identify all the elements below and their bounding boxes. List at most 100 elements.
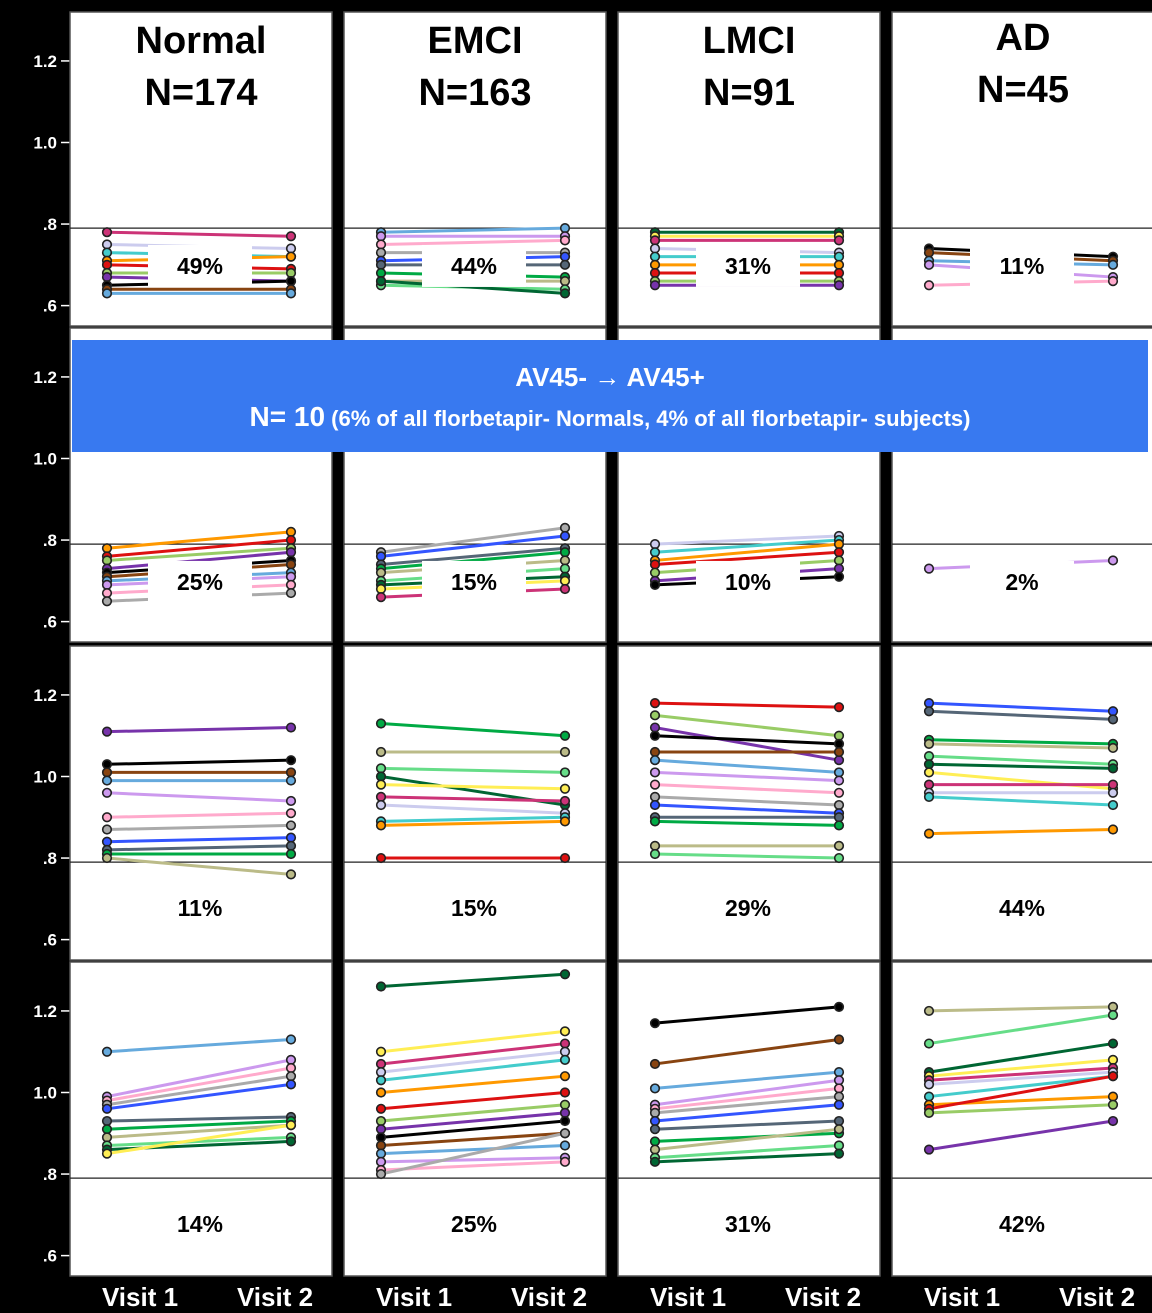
percent-box (422, 560, 526, 603)
visit2-point (285, 820, 297, 831)
series-line (654, 1037, 840, 1066)
visit2-point (285, 722, 297, 733)
visit2-point (833, 1099, 845, 1110)
visit2-point (559, 1115, 571, 1127)
subject-line (101, 526, 297, 554)
visit1-point (923, 1144, 935, 1155)
percent-label: 11% (178, 895, 223, 921)
visit1-point (923, 1079, 935, 1090)
visit1-point (649, 722, 661, 733)
series-line (654, 542, 840, 562)
series-line (380, 526, 566, 554)
subject-line (375, 718, 571, 741)
series-line (654, 1078, 840, 1107)
series-line (928, 738, 1114, 746)
subject-line (375, 1115, 571, 1143)
visit1-point (649, 1018, 661, 1029)
visit2-point (285, 1079, 297, 1090)
x-tick-label: Visit 2 (511, 1282, 587, 1312)
series-line (106, 1066, 292, 1103)
visit1-point (375, 1115, 387, 1127)
series-line (106, 546, 292, 562)
series-line (928, 1042, 1114, 1074)
subject-line (375, 1107, 571, 1135)
series-line (380, 1144, 566, 1156)
visit1-point (649, 259, 661, 270)
visit1-point (375, 779, 387, 790)
visit1-point (101, 787, 113, 798)
percent-label: 2% (1005, 569, 1038, 595)
y-tick-label: .6 (43, 931, 57, 950)
panel: 25% (343, 961, 607, 1277)
series-line (106, 530, 292, 550)
series-line (654, 734, 840, 746)
visit1-point (649, 1058, 661, 1070)
visit2-point (833, 746, 845, 758)
visit2-point (833, 235, 845, 246)
series-line (654, 534, 840, 546)
visit2-point (285, 288, 297, 299)
percent-label: 10% (725, 569, 771, 595)
visit2-point (559, 530, 571, 542)
visit1-point (649, 1144, 661, 1155)
visit1-point (649, 816, 661, 827)
visit2-point (559, 575, 571, 586)
visit1-point (101, 824, 113, 835)
visit1-point (375, 981, 387, 992)
visit1-point (101, 1124, 113, 1135)
visit1-point (923, 697, 935, 709)
visit2-point (833, 787, 845, 798)
visit1-point (375, 852, 387, 864)
series-line (654, 1005, 840, 1025)
visit1-point (375, 551, 387, 562)
series-line (928, 1058, 1114, 1078)
visit1-point (649, 1136, 661, 1147)
visit2-point (285, 767, 297, 778)
y-tick-label: 1.0 (33, 1083, 57, 1102)
visit2-point (559, 563, 571, 574)
visit2-point (285, 243, 297, 254)
x-tick-label: Visit 2 (1059, 1282, 1135, 1312)
series-line (380, 721, 566, 738)
series-line (380, 1058, 566, 1082)
group-title: AD (996, 17, 1051, 59)
panel: 11% AD N=45 (891, 11, 1152, 327)
subject-line (649, 746, 845, 758)
subject-line (375, 1071, 571, 1098)
visit2-point (1107, 824, 1119, 835)
series-line (380, 1074, 566, 1094)
percent-box (148, 244, 252, 287)
visit2-point (1107, 742, 1119, 754)
visit1-point (101, 596, 113, 607)
y-tick-label: 1.0 (33, 133, 57, 152)
series-line (654, 1086, 840, 1111)
panel: 44% (891, 645, 1152, 961)
visit2-point (833, 702, 845, 713)
group-n: N=174 (144, 72, 257, 114)
percent-box (696, 560, 800, 603)
series-line (654, 819, 840, 827)
visit2-point (559, 767, 571, 778)
series-line (106, 550, 292, 571)
series-line (654, 1070, 840, 1090)
visit2-point (285, 1071, 297, 1082)
visit1-point (649, 267, 661, 279)
panel: 49% Normal N=174 (69, 11, 333, 327)
series-line (106, 230, 292, 238)
visit2-point (833, 755, 845, 766)
visit1-point (649, 235, 661, 246)
subject-line (101, 767, 297, 778)
subject-line (101, 820, 297, 835)
y-tick-label: 1.0 (33, 449, 57, 468)
visit2-point (559, 1107, 571, 1118)
percent-label: 25% (451, 1211, 497, 1237)
subject-line (375, 530, 571, 562)
visit1-point (375, 718, 387, 729)
visit2-point (1107, 1009, 1119, 1021)
visit1-point (101, 759, 113, 770)
series-line (654, 1119, 840, 1131)
panel-row: .6 .8 1.0 1.2 49% Normal N=174 44% EMCI N=163 31% L… (33, 11, 1152, 327)
group-title: EMCI (428, 20, 523, 62)
visit2-point (833, 1148, 845, 1159)
subject-line (923, 759, 1119, 774)
